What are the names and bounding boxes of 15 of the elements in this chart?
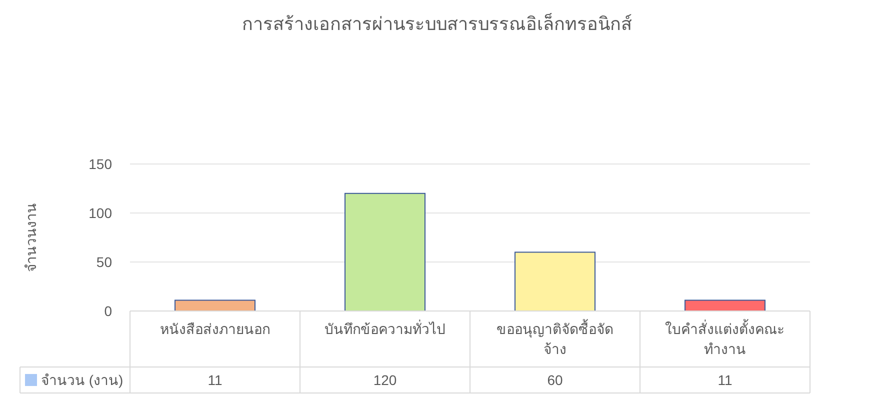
x-tick-label: หนังสือส่งภายนอก <box>159 320 271 339</box>
y-tick-label: 50 <box>96 254 112 270</box>
chart-title: การสร้างเอกสารผ่านระบบสารบรรณอิเล็กทรอนิกส์ <box>242 12 632 34</box>
y-axis-title: จำนวนงาน <box>23 203 39 272</box>
data-label: 60 <box>547 372 563 388</box>
y-tick-label: 100 <box>88 205 112 221</box>
x-tick-label: ใบคำสั่งแต่งตั้งคณะทำงาน <box>664 318 786 359</box>
data-label: 120 <box>373 372 397 388</box>
x-tick-label: บันทึกข้อความทั่วไป <box>324 318 446 339</box>
legend: จำนวน (งาน) <box>25 372 124 388</box>
x-tick-label: ขออนุญาติจัดซื้อจัดจ้าง <box>496 318 614 359</box>
y-tick-label: 0 <box>104 303 112 319</box>
y-tick-label: 150 <box>88 156 112 172</box>
data-label: 11 <box>208 372 222 388</box>
data-label: 11 <box>718 372 732 388</box>
